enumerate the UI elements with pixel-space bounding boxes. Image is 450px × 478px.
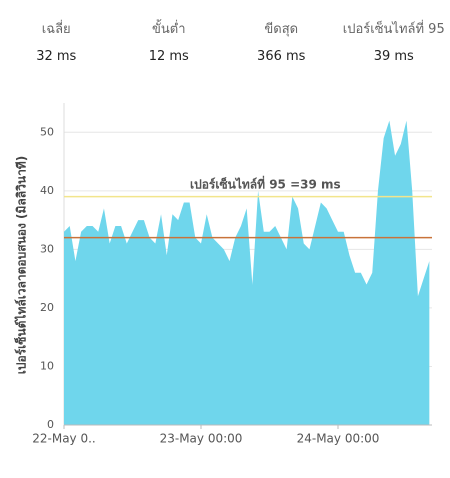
stat: เปอร์เซ็นไทล์ที่ 95 39 ms	[338, 18, 450, 64]
stat-label: ขีดสุด	[264, 22, 299, 37]
x-tick-label: 24-May 00:00	[297, 432, 380, 446]
area	[64, 120, 430, 426]
y-tick-label: 10	[40, 359, 54, 372]
y-tick-label: 40	[40, 184, 54, 197]
y-tick-label: 30	[40, 242, 54, 255]
stat-label: ขั้นต่ำ	[151, 22, 186, 37]
y-tick-label: 0	[47, 418, 54, 431]
stat-label: เปอร์เซ็นไทล์ที่ 95	[342, 22, 445, 37]
stat-value: 12 ms	[148, 49, 189, 64]
x-tick-label: 23-May 00:00	[160, 432, 243, 446]
stat: เฉลี่ย 32 ms	[0, 18, 113, 64]
x-tick-label: 22-May 0..	[32, 432, 96, 446]
stat-value: 39 ms	[373, 49, 414, 64]
stat-label: เฉลี่ย	[41, 22, 71, 37]
y-axis-label: เปอร์เซ็นต์ไทล์เวลาตอบสนอง (มิลลิวินาที)	[14, 156, 29, 374]
stat-value: 32 ms	[36, 49, 77, 64]
y-tick-label: 20	[40, 301, 54, 314]
stat-value: 366 ms	[257, 49, 306, 64]
annotation: เปอร์เซ็นไทล์ที่ 95 =39 ms	[190, 176, 341, 192]
stat: ขีดสุด 366 ms	[225, 18, 338, 64]
stat: ขั้นต่ำ 12 ms	[113, 18, 226, 64]
y-tick-label: 50	[40, 125, 54, 138]
stats-row: เฉลี่ย 32 ms ขั้นต่ำ 12 ms ขีดสุด 366 ms เป…	[0, 18, 450, 64]
